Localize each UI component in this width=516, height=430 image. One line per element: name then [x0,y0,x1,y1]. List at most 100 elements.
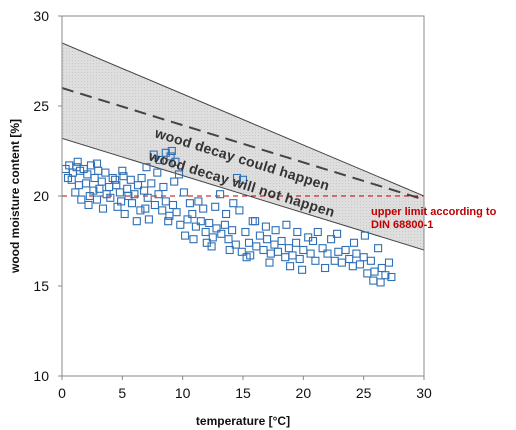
data-point [306,249,315,258]
data-point [355,260,365,269]
data-point [248,217,257,226]
x-tick-label: 10 [175,385,191,401]
data-point [86,161,96,170]
data-point [237,247,246,256]
upper-limit-label: upper limit according to [371,206,497,218]
data-point [288,251,297,260]
data-point [352,249,361,258]
y-tick-label: 15 [33,278,49,294]
data-point [286,262,295,271]
data-point [284,244,293,253]
data-point [189,235,198,244]
din-standard-label: DIN 68800-1 [371,219,433,231]
data-point [120,209,129,219]
data-point [330,256,339,265]
data-point [101,168,110,177]
y-tick-label: 25 [33,98,49,114]
data-point [161,197,170,206]
data-point [185,199,194,208]
data-point [263,235,272,244]
data-point [102,190,111,199]
data-point [111,175,120,184]
data-point [277,236,286,246]
data-point [229,199,238,208]
data-point [313,227,322,237]
data-point [143,193,152,202]
data-point [318,244,327,253]
data-point [292,238,301,247]
data-point [360,231,369,240]
data-point [191,222,200,231]
data-point [167,146,176,156]
data-point [271,226,280,235]
data-point [194,197,203,206]
data-point [282,220,291,229]
data-point [73,157,82,166]
data-point [270,240,279,249]
data-point [363,269,372,278]
data-point [168,200,178,210]
data-point [132,217,141,226]
data-point [308,236,318,246]
data-point [127,199,137,208]
data-point [84,200,93,210]
data-point [123,184,132,193]
y-tick-label: 10 [33,368,49,384]
data-points [62,146,396,287]
data-point [348,262,357,271]
data-point [158,206,167,215]
data-point [149,150,158,159]
x-axis-title: temperature [°C] [196,414,290,428]
data-point [252,242,261,251]
data-point [238,175,248,184]
axis-ticks: 0 5 10 15 20 25 30 10 15 20 25 30 [33,8,432,401]
data-point [374,244,383,253]
data-point [179,188,188,197]
dashed-threshold-line [62,87,424,201]
data-point [199,204,208,213]
data-point [359,253,368,262]
data-point [228,226,237,235]
data-point [222,209,231,219]
data-point [126,175,135,184]
data-point [97,177,106,186]
data-point [323,249,332,258]
data-point [174,170,184,179]
data-point [387,272,396,282]
data-point [281,253,290,262]
data-point [377,263,386,273]
data-point [242,253,251,262]
y-tick-label: 30 [33,8,49,24]
data-point [224,235,233,244]
data-point [137,173,146,183]
data-point [205,218,214,228]
data-point [212,224,221,233]
data-point [159,182,168,192]
data-point [345,254,354,264]
data-point [255,231,264,240]
data-point [166,152,175,161]
upper-boundary-line [62,42,424,197]
data-point [293,227,302,237]
data-point [366,256,375,265]
data-point [188,209,197,219]
data-point [208,233,217,242]
x-tick-label: 5 [118,385,126,401]
data-point [171,157,180,166]
data-point [117,197,126,206]
data-point [261,222,270,231]
data-point [327,235,336,244]
data-point [164,217,173,226]
data-point [295,254,304,264]
x-tick-label: 30 [416,385,432,401]
data-point [118,166,127,175]
data-point [172,208,181,217]
data-point [71,188,80,197]
data-point [130,190,139,199]
data-point [311,256,320,265]
data-point [115,188,124,197]
decay-risk-band [62,43,424,250]
data-point [265,258,274,267]
data-point [153,168,162,177]
